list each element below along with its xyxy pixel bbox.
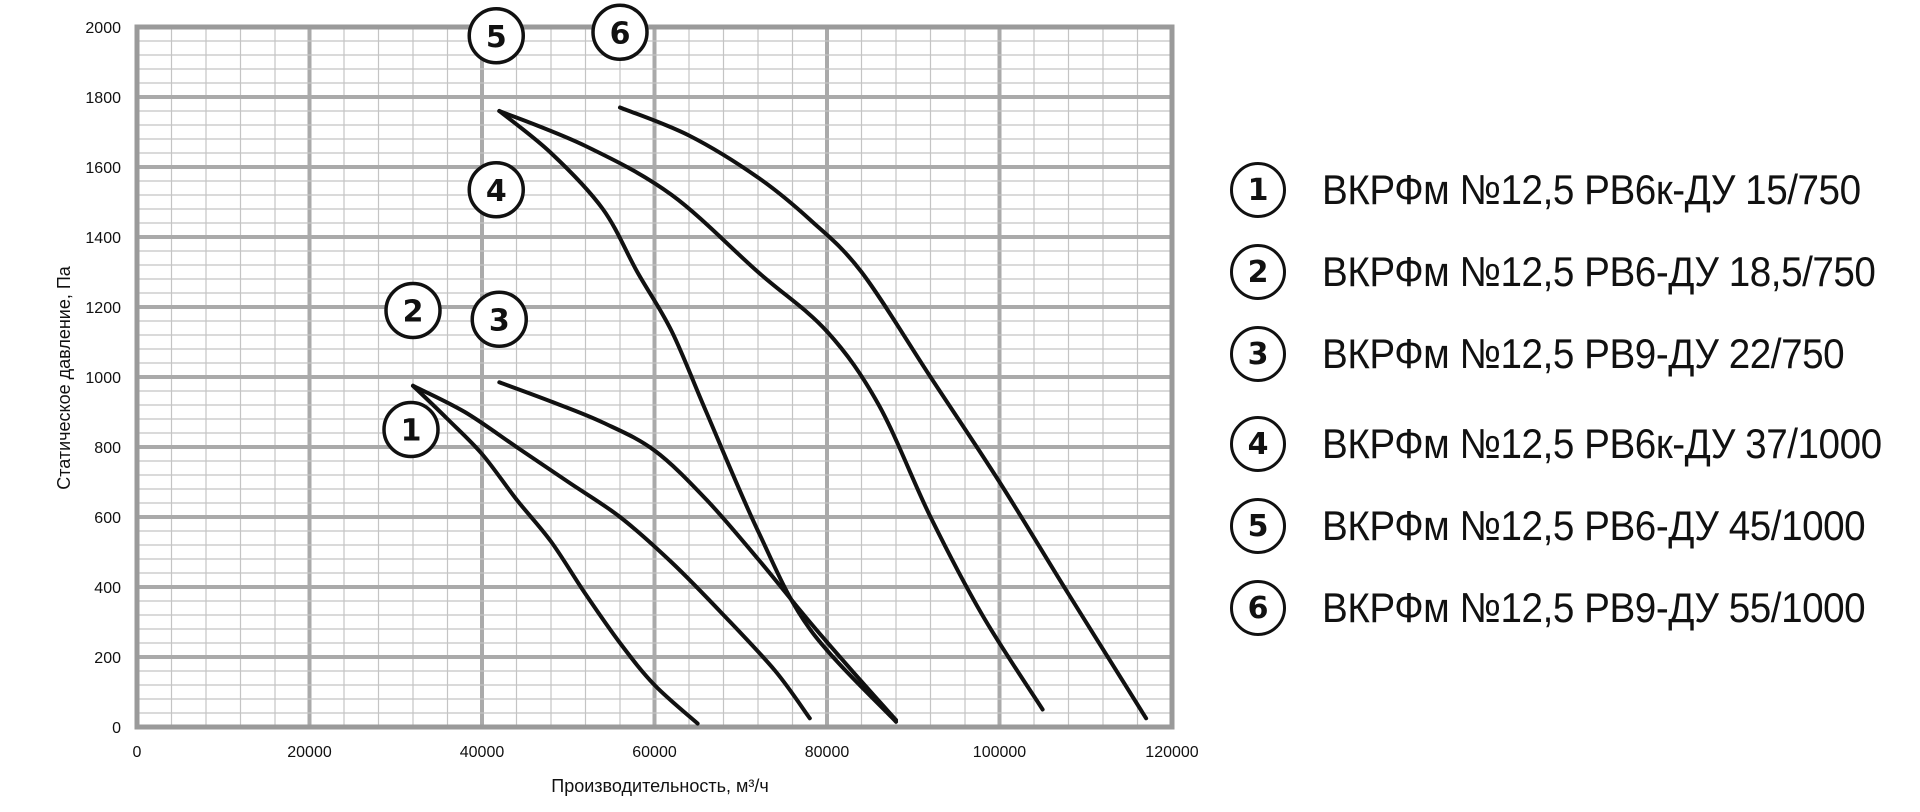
series-line-4 [497, 109, 898, 724]
legend-label: ВКРФм №12,5 РВ6к-ДУ 15/750 [1322, 166, 1861, 213]
legend-item: 3 ВКРФм №12,5 РВ9-ДУ 22/750 [1230, 321, 1890, 387]
series-line-5 [497, 109, 1045, 712]
y-tick-label: 1400 [85, 230, 121, 247]
y-tick-label: 800 [94, 440, 121, 457]
series-markers: 1 2 3 4 5 6 [382, 3, 649, 459]
marker-number: 2 [403, 295, 424, 330]
y-tick-label: 1600 [85, 160, 121, 177]
legend-marker: 6 [1230, 580, 1286, 636]
series-line-3 [497, 380, 898, 722]
legend-item: 1 ВКРФм №12,5 РВ6к-ДУ 15/750 [1230, 157, 1907, 223]
series-marker-1: 1 [382, 400, 440, 459]
x-tick-label: 60000 [632, 744, 677, 761]
series-marker-2: 2 [384, 281, 442, 340]
legend-marker: 1 [1230, 162, 1286, 218]
x-tick-label: 0 [133, 744, 142, 761]
legend-item: 5 ВКРФм №12,5 РВ6-ДУ 45/1000 [1230, 493, 1912, 559]
x-axis-ticks: 0 20000 40000 60000 80000 100000 120000 [133, 744, 1199, 761]
legend-label: ВКРФм №12,5 РВ6-ДУ 45/1000 [1322, 502, 1866, 549]
x-axis-title: Производительность, м³/ч [551, 776, 768, 796]
legend-label: ВКРФм №12,5 РВ9-ДУ 22/750 [1322, 330, 1845, 377]
series-marker-3: 3 [470, 290, 528, 348]
marker-circle [467, 7, 525, 65]
x-tick-label: 40000 [460, 744, 505, 761]
legend-item: 6 ВКРФм №12,5 РВ9-ДУ 55/1000 [1230, 575, 1912, 641]
marker-circle [382, 400, 440, 459]
series-line-1 [411, 383, 700, 726]
legend-marker: 2 [1230, 244, 1286, 300]
marker-circle [470, 290, 528, 348]
marker-number: 1 [401, 414, 422, 449]
marker-circle [467, 161, 525, 219]
legend-item: 4 ВКРФм №12,5 РВ6к-ДУ 37/1000 [1230, 411, 1920, 477]
marker-number: 5 [486, 20, 507, 55]
y-tick-label: 1800 [85, 90, 121, 107]
y-axis-ticks: 0 200 400 600 800 1000 1200 1400 1600 1800 2000 [85, 20, 121, 737]
series-marker-5: 5 [467, 7, 525, 65]
legend-marker: 3 [1230, 326, 1286, 382]
x-tick-label: 120000 [1145, 744, 1198, 761]
plot-frame [134, 24, 1175, 730]
series-marker-6: 6 [591, 3, 649, 61]
legend-label: ВКРФм №12,5 РВ6-ДУ 18,5/750 [1322, 248, 1876, 295]
chart-svg: 0 200 400 600 800 1000 1200 1400 1600 1800 2000 0 2… [54, 3, 1199, 796]
marker-number: 6 [610, 16, 631, 51]
marker-number: 3 [489, 303, 510, 338]
x-tick-label: 20000 [287, 744, 332, 761]
legend-label: ВКРФм №12,5 РВ6к-ДУ 37/1000 [1322, 420, 1882, 467]
x-tick-label: 80000 [805, 744, 850, 761]
y-tick-label: 600 [94, 510, 121, 527]
y-tick-label: 200 [94, 650, 121, 667]
y-axis-title: Статическое давление, Па [54, 265, 74, 490]
x-tick-label: 100000 [973, 744, 1026, 761]
y-tick-label: 0 [112, 720, 121, 737]
series-line-2 [411, 383, 812, 721]
y-tick-label: 1000 [85, 370, 121, 387]
y-tick-label: 2000 [85, 20, 121, 37]
marker-circle [591, 3, 649, 61]
y-tick-label: 400 [94, 580, 121, 597]
legend-label: ВКРФм №12,5 РВ9-ДУ 55/1000 [1322, 584, 1866, 631]
legend-marker: 4 [1230, 416, 1286, 472]
series-line-6 [618, 105, 1149, 721]
plot-grid [134, 24, 1175, 730]
series-marker-4: 4 [467, 161, 525, 219]
series-lines [411, 105, 1149, 726]
legend-item: 2 ВКРФм №12,5 РВ6-ДУ 18,5/750 [1230, 239, 1920, 305]
marker-number: 4 [486, 174, 507, 209]
legend-marker: 5 [1230, 498, 1286, 554]
y-tick-label: 1200 [85, 300, 121, 317]
marker-circle [384, 281, 442, 340]
